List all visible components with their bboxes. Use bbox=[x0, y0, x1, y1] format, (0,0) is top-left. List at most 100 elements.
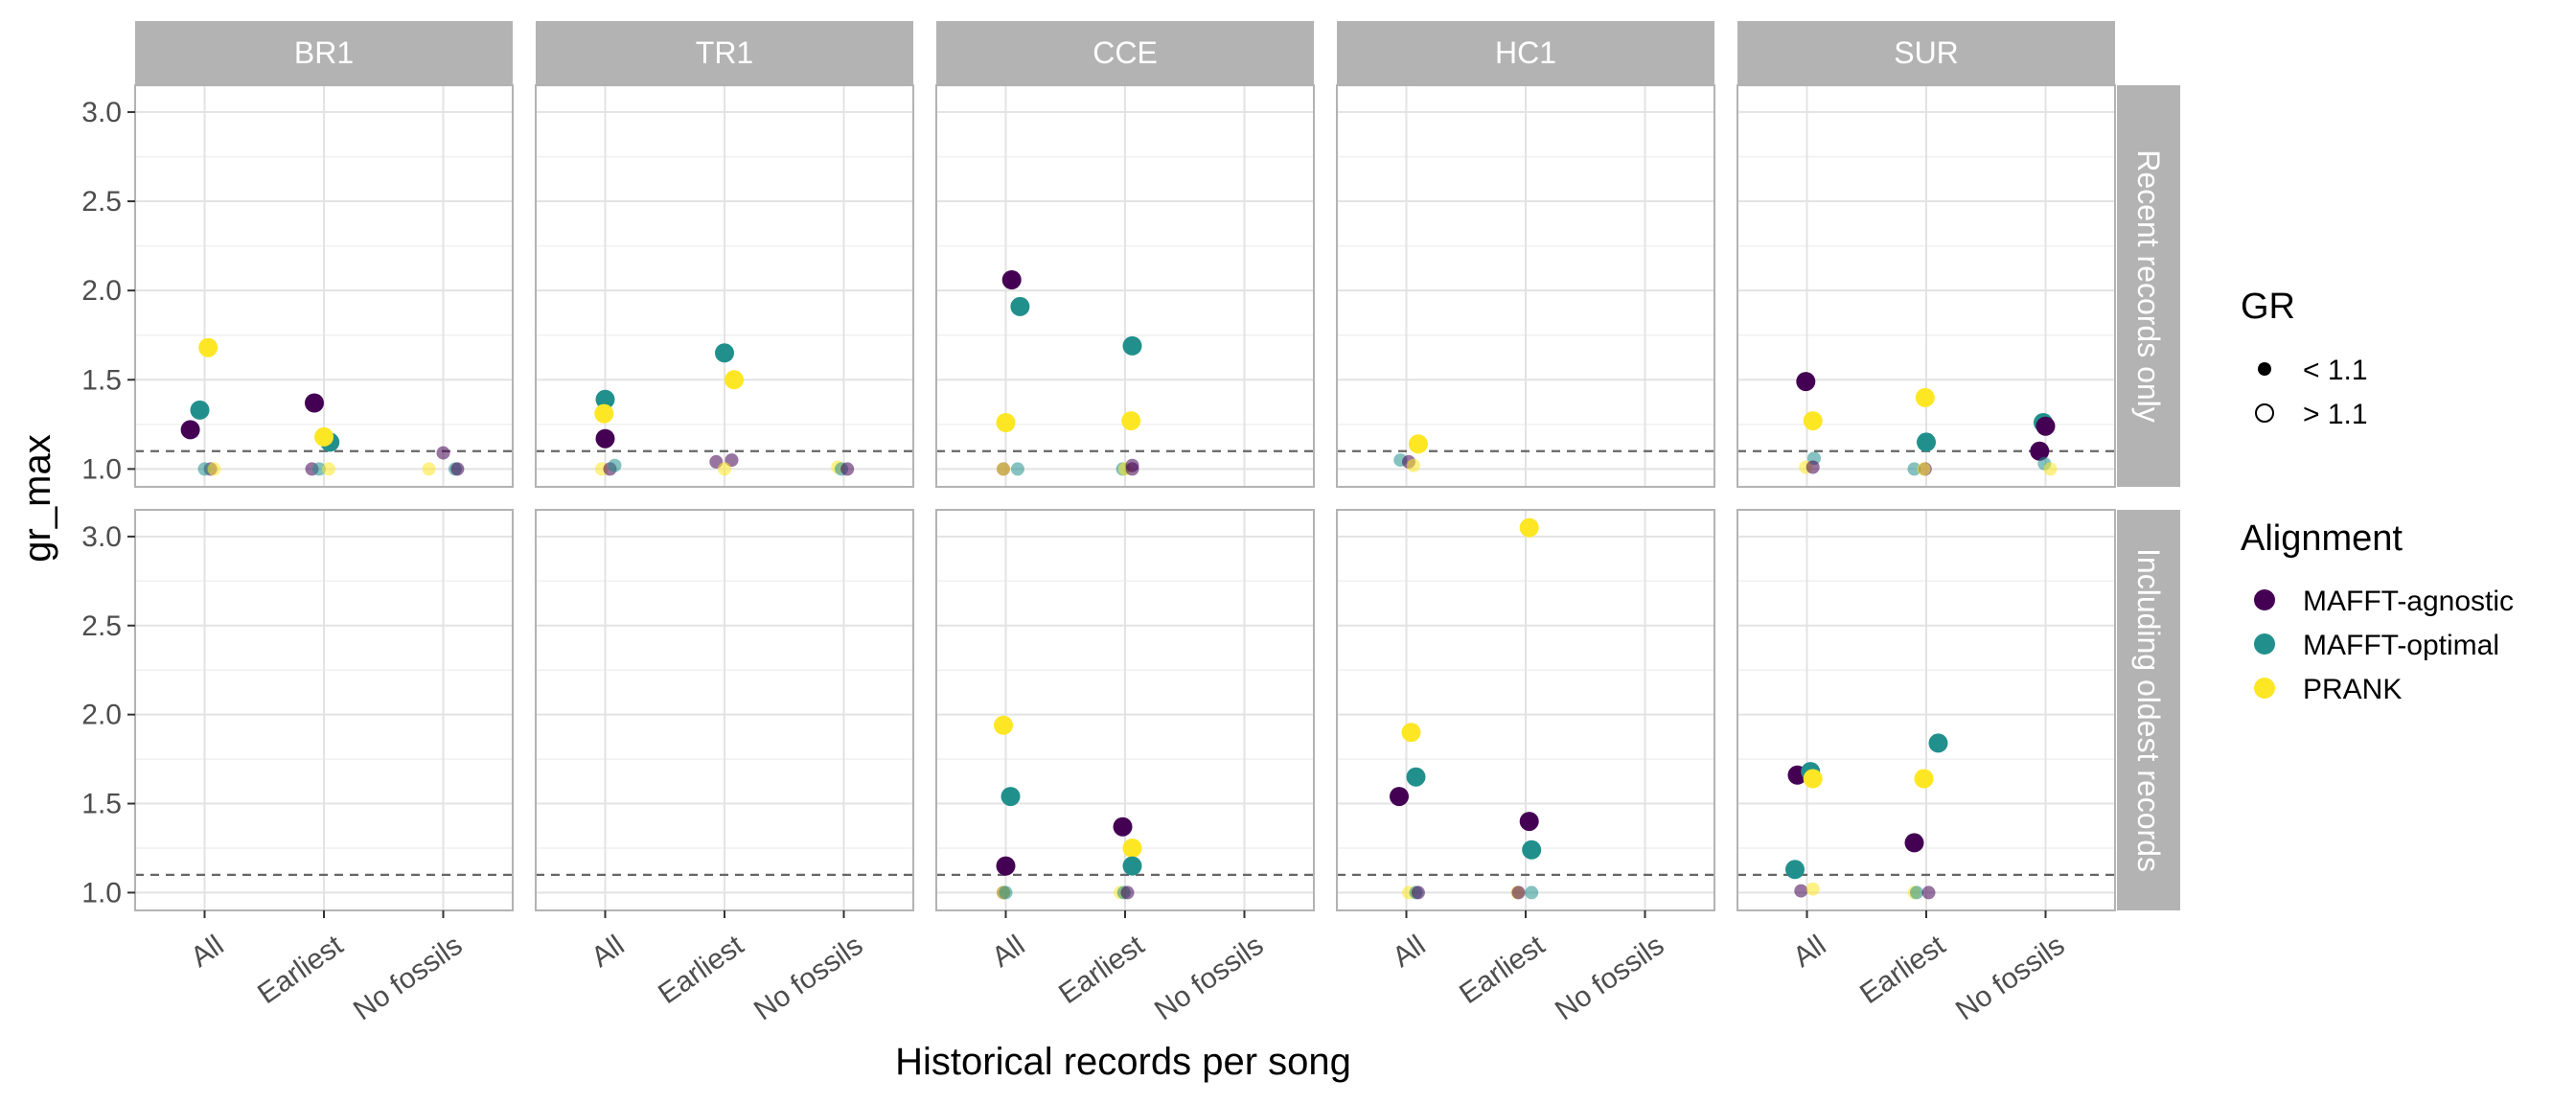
point-mafft-agnostic-br1 bbox=[436, 446, 450, 460]
panel-border bbox=[935, 84, 1315, 488]
point-mafft-agnostic-sur bbox=[1794, 884, 1808, 898]
point-mafft-agnostic-br1 bbox=[450, 462, 465, 476]
point-mafft-agnostic-tr1 bbox=[840, 462, 855, 476]
point-prank-cce bbox=[996, 413, 1016, 432]
panel-border bbox=[134, 84, 514, 488]
point-prank-sur bbox=[2043, 462, 2058, 476]
point-mafft-agnostic-tr1 bbox=[724, 453, 739, 468]
point-prank-br1 bbox=[207, 462, 221, 476]
facet-strip-label-tr1: TR1 bbox=[696, 35, 753, 70]
y-tick-label: 1.5 bbox=[81, 364, 122, 396]
point-mafft-agnostic-sur bbox=[1921, 886, 1936, 900]
legend-swatch-mafft-agnostic bbox=[2254, 589, 2275, 610]
facet-panels: BR1 TR1 CCE HC1 SUR Recent records only Includ… bbox=[134, 21, 2180, 911]
panel-border bbox=[1336, 84, 1715, 488]
point-mafft-agnostic-hc1 bbox=[1390, 787, 1409, 807]
point-mafft-agnostic-cce bbox=[1120, 886, 1135, 900]
panel-border bbox=[535, 84, 914, 488]
point-prank-br1 bbox=[322, 462, 335, 476]
point-prank-sur bbox=[1914, 769, 1934, 789]
legend-gr-filled-marker bbox=[2258, 362, 2271, 376]
point-mafft-optimal-sur bbox=[1785, 860, 1805, 880]
y-tick-label: 1.0 bbox=[81, 453, 122, 485]
point-mafft-agnostic-cce bbox=[1001, 270, 1022, 289]
legend-label-prank: PRANK bbox=[2303, 674, 2402, 705]
point-mafft-optimal-cce bbox=[1010, 462, 1024, 476]
panel-border bbox=[1736, 84, 2116, 488]
point-prank-br1 bbox=[422, 462, 436, 476]
facet-strip-label-cce: CCE bbox=[1092, 35, 1158, 70]
data-points bbox=[180, 270, 2058, 900]
y-tick-label: 3.0 bbox=[81, 521, 122, 553]
panel-sur-including-oldest-records bbox=[1736, 509, 2116, 911]
point-prank-tr1 bbox=[724, 370, 744, 390]
facet-strip-label-sur: SUR bbox=[1894, 35, 1959, 70]
point-mafft-optimal-sur bbox=[1917, 432, 1936, 452]
point-mafft-optimal-tr1 bbox=[608, 458, 622, 472]
point-mafft-optimal-hc1 bbox=[1406, 767, 1426, 787]
point-mafft-optimal-cce bbox=[1000, 787, 1021, 807]
point-mafft-agnostic-cce bbox=[996, 856, 1016, 876]
point-prank-sur bbox=[1917, 462, 1931, 476]
row-strip-label-recent-records-only: Recent records only bbox=[2131, 150, 2166, 423]
point-mafft-agnostic-cce bbox=[1113, 816, 1133, 837]
panel-tr1-including-oldest-records bbox=[535, 509, 914, 911]
facet-strip-br1 bbox=[135, 21, 513, 84]
point-mafft-optimal-sur bbox=[1907, 462, 1921, 476]
point-prank-tr1 bbox=[718, 462, 731, 476]
y-tick-label: 2.0 bbox=[81, 700, 122, 731]
y-tick-labels: 1.0 1.5 2.0 2.5 3.0 1.0 1.5 2.0 2.5 3.0 bbox=[81, 97, 135, 908]
y-tick-label: 2.5 bbox=[81, 186, 122, 218]
point-mafft-optimal-cce bbox=[999, 886, 1013, 900]
legend-gr-item-below: < 1.1 bbox=[2303, 355, 2368, 386]
legend-label-mafft-agnostic: MAFFT-agnostic bbox=[2303, 586, 2514, 617]
facet-strip-label-br1: BR1 bbox=[294, 35, 354, 70]
point-mafft-optimal-cce bbox=[1122, 856, 1142, 876]
point-mafft-agnostic-sur bbox=[1796, 372, 1816, 392]
point-mafft-optimal-tr1 bbox=[715, 343, 734, 363]
point-prank-sur bbox=[1803, 769, 1823, 789]
point-mafft-optimal-br1 bbox=[312, 462, 326, 476]
point-mafft-optimal-hc1 bbox=[1522, 840, 1542, 860]
legend-alignment-title: Alignment bbox=[2241, 518, 2403, 559]
panel-tr1-recent-records-only bbox=[535, 84, 914, 488]
point-mafft-agnostic-br1 bbox=[305, 393, 324, 413]
point-mafft-optimal-br1 bbox=[190, 400, 210, 420]
row-strip-label-including-oldest-records: Including oldest records bbox=[2131, 548, 2166, 872]
point-prank-cce bbox=[1121, 411, 1141, 431]
facet-strip-cce bbox=[936, 21, 1314, 84]
panel-sur-recent-records-only bbox=[1736, 84, 2116, 488]
point-prank-tr1 bbox=[594, 403, 614, 424]
legend-gr-item-above: > 1.1 bbox=[2303, 399, 2368, 430]
y-tick-label: 2.0 bbox=[81, 275, 122, 307]
point-mafft-optimal-cce bbox=[1010, 296, 1030, 316]
point-prank-hc1 bbox=[1407, 458, 1420, 472]
point-mafft-optimal-br1 bbox=[197, 462, 212, 476]
point-prank-cce bbox=[994, 715, 1013, 735]
legend-swatch-mafft-optimal bbox=[2254, 633, 2275, 655]
point-mafft-agnostic-cce bbox=[1125, 458, 1139, 472]
point-mafft-agnostic-hc1 bbox=[1519, 812, 1539, 832]
point-mafft-agnostic-sur bbox=[1806, 460, 1820, 474]
panel-br1-recent-records-only bbox=[134, 84, 514, 488]
point-mafft-agnostic-br1 bbox=[180, 420, 200, 440]
panel-hc1-recent-records-only bbox=[1336, 84, 1715, 488]
point-mafft-agnostic-tr1 bbox=[595, 428, 615, 448]
point-mafft-agnostic-sur bbox=[1904, 833, 1924, 853]
point-mafft-optimal-sur bbox=[1910, 886, 1923, 900]
row-strip-including-oldest-records bbox=[2117, 510, 2180, 910]
point-prank-sur bbox=[1803, 411, 1823, 431]
facet-strip-hc1 bbox=[1337, 21, 1714, 84]
point-mafft-optimal-hc1 bbox=[1525, 886, 1539, 900]
point-mafft-optimal-sur bbox=[1928, 733, 1948, 753]
point-prank-sur bbox=[1915, 387, 1935, 407]
point-prank-br1 bbox=[198, 337, 218, 357]
y-tick-label: 1.0 bbox=[81, 877, 122, 908]
point-prank-sur bbox=[1806, 882, 1820, 896]
facet-strip-sur bbox=[1737, 21, 2115, 84]
y-tick-label: 1.5 bbox=[81, 789, 122, 820]
legend-swatch-prank bbox=[2254, 678, 2275, 699]
point-mafft-agnostic-sur bbox=[2030, 441, 2050, 461]
point-mafft-optimal-cce bbox=[1122, 335, 1142, 356]
